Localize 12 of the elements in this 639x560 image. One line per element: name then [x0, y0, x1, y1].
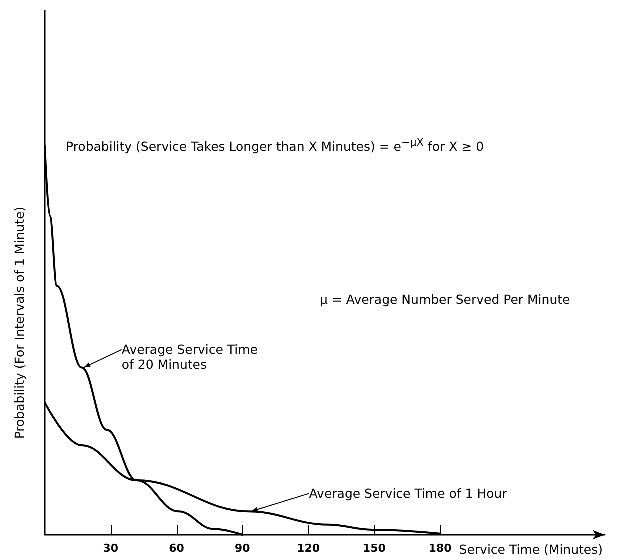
annotation: Average Service Time of 20 Minutes [122, 342, 258, 372]
x-tick-label: 30 [103, 542, 119, 555]
x-tick-label: 60 [169, 542, 185, 555]
x-tick-label: 150 [362, 542, 386, 555]
x-tick-label: 90 [234, 542, 251, 555]
y-axis-title: Probability (For Intervals of 1 Minute) [12, 206, 27, 439]
x-tick-label: 120 [297, 542, 320, 555]
annotation: Average Service Time of 1 Hour [309, 486, 508, 501]
annotation: Probability (Service Takes Longer than X Minutes) = e$^{−μX}$ for X ≥ 0 [66, 137, 484, 154]
x-tick-label: 180 [428, 542, 452, 555]
annotation: μ = Average Number Served Per Minute [320, 292, 570, 307]
x-axis-title: Service Time (Minutes) [459, 542, 603, 557]
